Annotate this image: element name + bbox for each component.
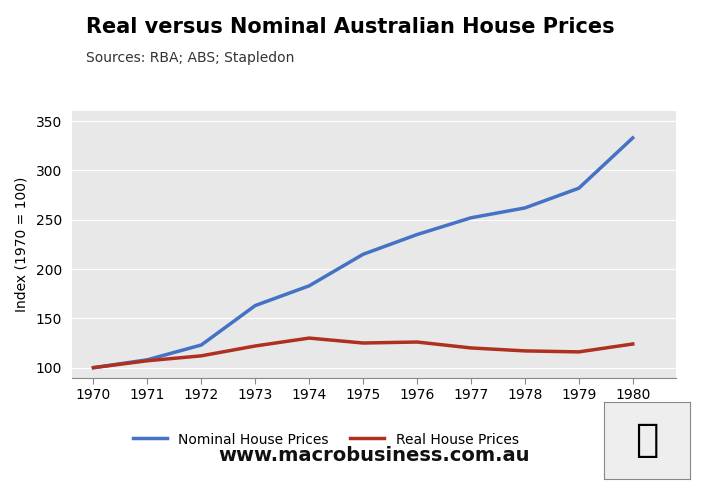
Text: Sources: RBA; ABS; Stapledon: Sources: RBA; ABS; Stapledon <box>86 51 295 65</box>
Text: www.macrobusiness.com.au: www.macrobusiness.com.au <box>218 446 530 465</box>
Legend: Nominal House Prices, Real House Prices: Nominal House Prices, Real House Prices <box>127 427 524 452</box>
Text: 🐺: 🐺 <box>636 422 659 459</box>
Text: Real versus Nominal Australian House Prices: Real versus Nominal Australian House Pri… <box>86 17 615 37</box>
Text: BUSINESS: BUSINESS <box>597 60 672 73</box>
Y-axis label: Index (1970 = 100): Index (1970 = 100) <box>15 177 29 312</box>
Text: MACRO: MACRO <box>597 29 672 47</box>
